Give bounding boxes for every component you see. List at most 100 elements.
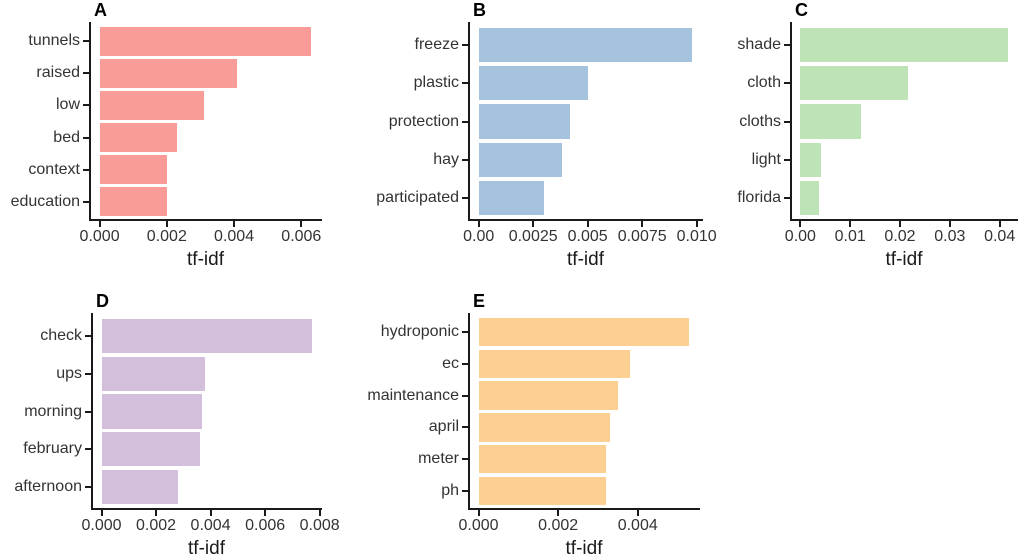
category-label: low [55,96,80,114]
x-tick-mark [264,510,267,516]
x-tick-label: 0.01 [834,228,866,245]
bar-florida [800,180,820,216]
bar-tunnels [99,26,312,56]
y-tick-mark [83,104,89,107]
y-tick-mark [85,372,91,375]
bar-ups [101,356,206,391]
panel-c-x-axis-title: tf-idf [885,249,923,270]
category-label: shade [737,35,781,53]
y-tick-mark [462,331,468,334]
y-tick-mark [85,410,91,413]
panel-e-title: E [473,291,486,311]
category-label: cloths [739,112,781,130]
panel-b-plot-area [468,22,703,221]
category-label: bed [53,128,80,146]
x-tick-mark [233,221,236,227]
category-label: light [751,150,781,168]
x-tick-mark [998,221,1001,227]
category-label: ph [441,481,459,499]
bar-maintenance [478,381,618,410]
bar-education [99,187,167,217]
bar-low [99,91,204,120]
x-tick-mark [209,510,212,516]
bar-protection [478,104,571,139]
bar-shade [800,27,1008,63]
x-tick-mark [477,510,480,516]
x-tick-label: 0.004 [214,228,255,245]
panel-e-plot-area [468,313,700,510]
bar-cloths [800,104,861,139]
x-tick-mark [155,510,158,516]
y-tick-mark [462,43,468,46]
x-tick-label: 0.03 [934,228,966,245]
bar-hydroponic [478,317,690,347]
y-tick-mark [784,197,790,200]
category-label: february [23,440,82,458]
x-tick-mark [636,510,639,516]
bar-cloth [800,66,908,101]
x-tick-label: 0.0025 [508,228,558,245]
y-tick-mark [83,200,89,203]
x-tick-label: 0.002 [136,517,177,534]
y-tick-mark [462,197,468,200]
x-tick-mark [98,221,101,227]
x-tick-label: 0.008 [299,517,340,534]
y-tick-mark [83,136,89,139]
y-tick-mark [784,82,790,85]
bar-morning [101,394,203,429]
x-tick-mark [477,221,480,227]
x-tick-mark [165,221,168,227]
category-label: protection [388,112,459,130]
x-tick-label: 0.002 [538,517,579,534]
bar-check [101,318,312,353]
x-tick-label: 0.010 [676,228,717,245]
y-tick-mark [85,448,91,451]
category-label: hydroponic [380,323,459,341]
x-tick-mark [532,221,535,227]
panel-d-title: D [96,291,109,311]
panel-a-x-axis-title: tf-idf [187,249,224,270]
y-tick-mark [462,458,468,461]
bar-meter [478,444,606,474]
x-tick-mark [557,510,560,516]
x-tick-label: 0.000 [79,228,120,245]
x-tick-label: 0.002 [146,228,187,245]
x-tick-mark [799,221,802,227]
x-tick-label: 0.004 [190,517,231,534]
x-tick-label: 0.004 [617,517,658,534]
bar-april [478,413,610,442]
y-tick-mark [462,489,468,492]
y-tick-mark [784,120,790,123]
panel-b-x-axis-title: tf-idf [567,249,604,270]
x-tick-label: 0.000 [458,517,499,534]
x-tick-mark [899,221,901,227]
x-tick-mark [100,510,103,516]
y-tick-mark [462,158,468,161]
x-tick-label: 0.006 [245,517,286,534]
x-tick-label: 0.000 [81,517,122,534]
panel-c-title: C [795,0,808,20]
category-label: afternoon [14,478,82,496]
category-label: cloth [747,74,781,92]
bar-bed [99,123,177,152]
x-tick-mark [318,510,321,516]
category-label: raised [36,64,80,82]
category-label: ec [442,354,459,372]
x-tick-label: 0.006 [281,228,322,245]
category-label: april [428,418,459,436]
y-tick-mark [83,168,89,171]
category-label: plastic [413,74,459,92]
bar-afternoon [101,470,178,505]
category-label: hay [433,150,459,168]
panel-b-title: B [473,0,486,20]
category-label: participated [376,189,459,207]
x-tick-label: 0.02 [884,228,916,245]
y-tick-mark [462,426,468,429]
bar-freeze [478,27,693,63]
panel-d-plot-area [91,313,322,510]
category-label: context [28,160,80,178]
y-tick-mark [83,72,89,75]
panel-a-plot-area [89,22,322,221]
bar-hay [478,142,562,177]
